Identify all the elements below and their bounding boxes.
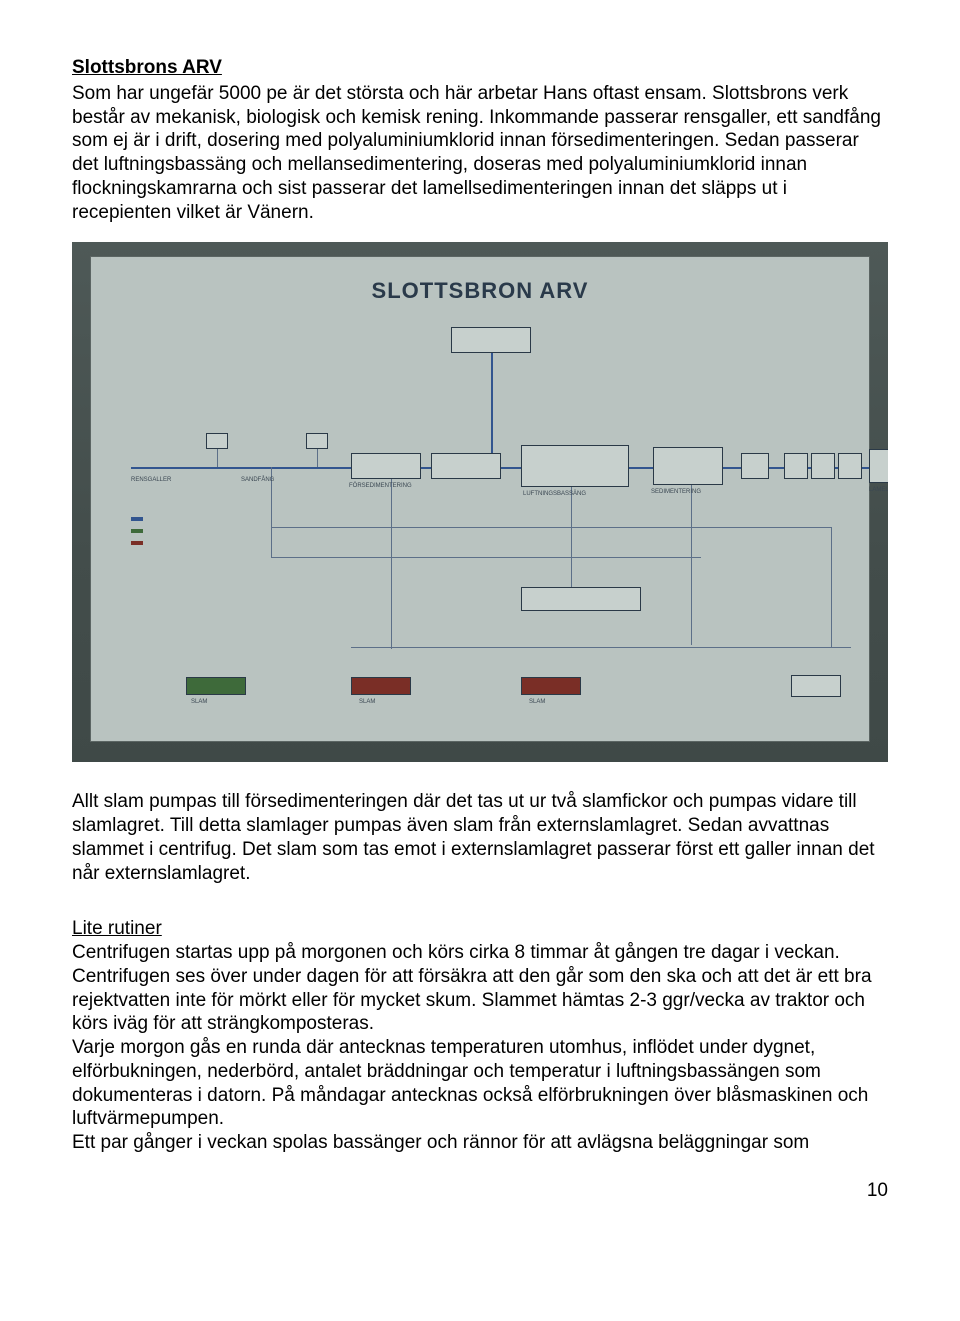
diagram-label: SLAM [191,699,207,707]
legend-swatch [131,541,143,545]
paragraph-3b: Varje morgon gås en runda där antecknas … [72,1036,888,1131]
diagram-node-inlet_small1 [206,433,228,449]
diagram-title: SLOTTSBRON ARV [91,277,869,305]
diagram-node-floc1 [784,453,808,479]
subheading-routines: Lite rutiner [72,917,888,941]
diagram-node-sludge1 [186,677,246,695]
diagram-node-floc3 [838,453,862,479]
diagram-node-top_box [451,327,531,353]
return-line [571,487,572,587]
diagram-node-floc2 [811,453,835,479]
diagram-node-box_below [521,587,641,611]
paragraph-3c: Ett par gånger i veckan spolas bassänger… [72,1131,888,1155]
paragraph-3a: Centrifugen startas upp på morgonen och … [72,941,888,1036]
return-line [217,449,218,467]
return-line [831,527,832,647]
diagram-node-aeration [521,445,629,487]
flow-line [491,353,493,453]
diagram-node-inlet_small2 [306,433,328,449]
diagram-label: RENSGALLER [131,477,171,485]
diagram-node-settler [653,447,723,485]
diagram-node-sludge2 [351,677,411,695]
flow-line [131,467,888,469]
return-line [351,647,851,648]
diagram-node-sludge4 [791,675,841,697]
diagram-label: LUFTNINGSBASSÄNG [523,491,586,499]
return-line [691,485,692,645]
diagram-node-stage1 [351,453,421,479]
return-line [391,479,392,649]
paragraph-2: Allt slam pumpas till försedimenteringen… [72,790,888,885]
diagram-photo: SLOTTSBRON ARV RENSGALLER SANDFÅNG FÖRSEDI… [72,242,888,762]
page-number: 10 [72,1179,888,1203]
diagram-node-stage2 [431,453,501,479]
diagram-label: LAMELL [869,487,888,495]
diagram-node-lamell [869,449,888,483]
diagram-label: SLAM [529,699,545,707]
legend-swatch [131,529,143,533]
page-title: Slottsbrons ARV [72,56,888,80]
diagram-label: SANDFÅNG [241,477,274,485]
diagram-label: SLAM [359,699,375,707]
legend-swatch [131,517,143,521]
diagram-node-dose [741,453,769,479]
diagram-node-sludge3 [521,677,581,695]
return-line [271,527,831,528]
return-line [271,557,701,558]
diagram-label: FÖRSEDIMENTERING [349,483,412,491]
return-line [317,449,318,467]
intro-paragraph: Som har ungefär 5000 pe är det största o… [72,82,888,225]
diagram-label: SEDIMENTERING [651,489,701,497]
